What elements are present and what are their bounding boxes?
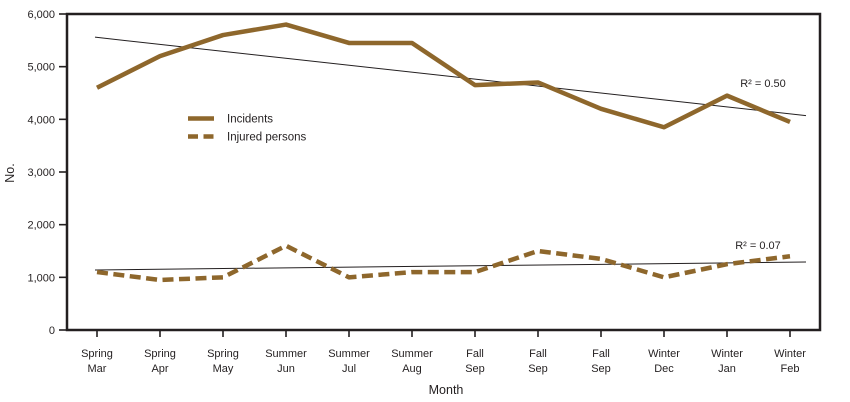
legend: Incidents Injured persons	[188, 114, 307, 144]
x-axis-tick-label: Spring May	[207, 348, 239, 375]
x-axis-tick-label: Winter Dec	[648, 348, 680, 375]
x-axis-season-label: Winter	[711, 348, 743, 360]
x-axis-tick-label: Summer Aug	[391, 348, 433, 375]
x-axis-month-label: Sep	[528, 363, 548, 375]
incidents-line	[95, 22, 791, 130]
x-axis-month-label: Apr	[151, 363, 168, 375]
x-axis-season-label: Fall	[592, 348, 610, 360]
plot-frame	[65, 12, 822, 332]
x-axis-season-label: Spring	[81, 348, 113, 360]
x-axis-tick-label: Fall Sep	[528, 348, 548, 375]
y-axis-tick-label: 5,000	[27, 62, 55, 74]
x-axis-month-label: Sep	[465, 363, 485, 375]
r-squared-injured-persons-label: R² = 0.07	[735, 240, 781, 252]
x-axis-season-label: Spring	[144, 348, 176, 360]
x-axis-tick-label: Winter Jan	[711, 348, 743, 375]
y-axis-tick-label: 3,000	[27, 167, 55, 179]
x-axis-month-label: Aug	[402, 363, 422, 375]
legend-incidents-label: Incidents	[227, 114, 273, 126]
incidents-trendline	[94, 36, 807, 117]
x-axis-tick-label: Summer Jun	[265, 348, 307, 375]
x-axis-title: Month	[429, 383, 464, 397]
injured-persons-trendline	[94, 261, 807, 271]
x-axis-season-label: Summer	[328, 348, 370, 360]
x-axis-season-label: Winter	[774, 348, 806, 360]
x-axis-month-label: Sep	[591, 363, 611, 375]
y-axis-tick-label: 1,000	[27, 272, 55, 284]
x-axis-season-label: Summer	[265, 348, 307, 360]
y-axis-tick-label: 0	[49, 325, 55, 337]
chart-generated-under-layer: 0 1,000 2,000 3,000 4,000 5,000 6,000 Spring Mar…	[27, 9, 806, 375]
x-axis-tick-label: Winter Feb	[774, 348, 806, 375]
x-axis-tick-label: Fall Sep	[591, 348, 611, 375]
x-axis-tick-label: Spring Mar	[81, 348, 113, 375]
x-axis-month-label: Mar	[88, 363, 107, 375]
chart-generated-over-layer	[94, 22, 807, 283]
legend-injured-persons-label: Injured persons	[227, 132, 307, 144]
x-axis-season-label: Fall	[529, 348, 547, 360]
x-axis-month-label: Jul	[342, 363, 356, 375]
x-axis-month-label: Dec	[654, 363, 674, 375]
x-axis-season-label: Summer	[391, 348, 433, 360]
x-axis-month-label: May	[213, 363, 234, 375]
x-axis-month-label: Jun	[277, 363, 295, 375]
x-axis-month-label: Feb	[781, 363, 800, 375]
y-axis-tick-label: 4,000	[27, 114, 55, 126]
x-axis-month-label: Jan	[718, 363, 736, 375]
x-axis-season-label: Winter	[648, 348, 680, 360]
x-axis-season-label: Fall	[466, 348, 484, 360]
x-axis-tick-label: Summer Jul	[328, 348, 370, 375]
y-axis-tick-label: 2,000	[27, 220, 55, 232]
r-squared-incidents-label: R² = 0.50	[740, 78, 786, 90]
y-axis-title: No.	[3, 163, 17, 182]
x-axis-season-label: Spring	[207, 348, 239, 360]
y-axis-tick-label: 6,000	[27, 9, 55, 21]
x-axis-tick-label: Spring Apr	[144, 348, 176, 375]
injured-persons-line	[96, 243, 791, 283]
x-axis-tick-label: Fall Sep	[465, 348, 485, 375]
